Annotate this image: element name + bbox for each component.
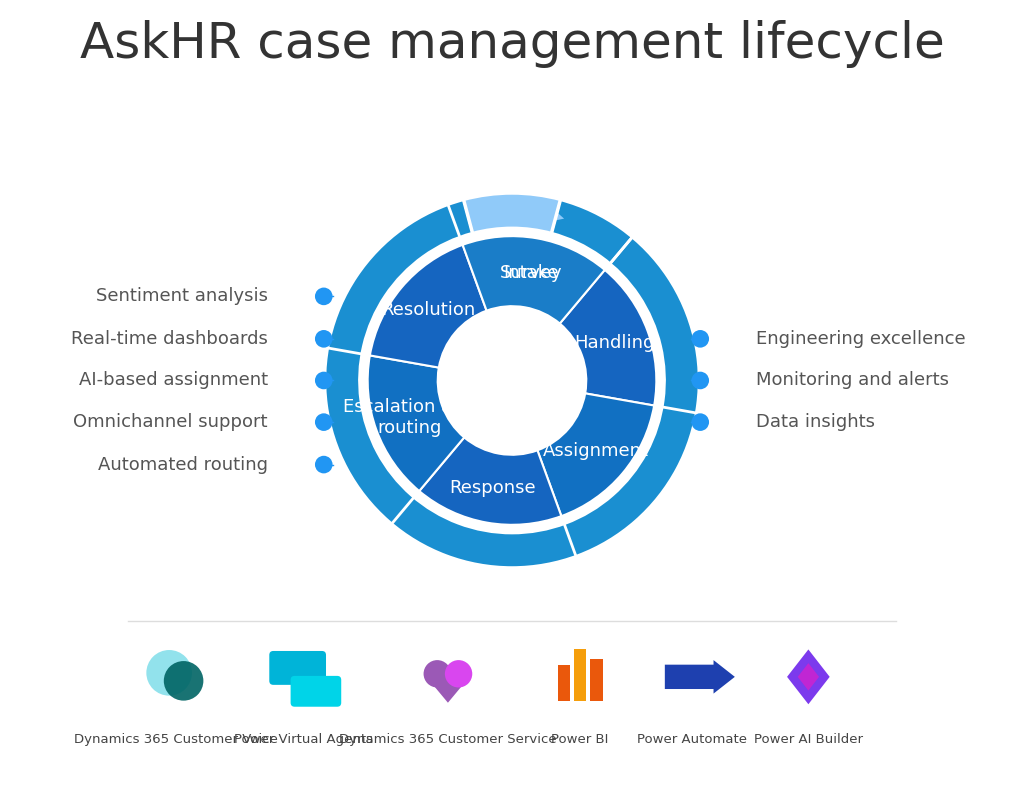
Wedge shape [463,236,605,324]
Polygon shape [798,663,819,690]
Bar [558,665,570,701]
Polygon shape [787,650,829,704]
FancyBboxPatch shape [291,676,341,706]
Bar [590,659,602,701]
Text: Data insights: Data insights [757,413,876,431]
Circle shape [146,650,193,695]
Text: Intake: Intake [503,264,559,282]
Text: Escalation and
routing: Escalation and routing [343,398,475,437]
Circle shape [164,661,204,701]
Wedge shape [368,356,464,491]
Text: Engineering excellence: Engineering excellence [757,330,966,348]
Circle shape [691,372,709,389]
Text: Power Automate: Power Automate [637,733,748,746]
Text: Power Virtual Agents: Power Virtual Agents [234,733,373,746]
FancyArrow shape [665,660,735,694]
Circle shape [315,330,333,348]
Text: Real-time dashboards: Real-time dashboards [71,330,267,348]
Text: AskHR case management lifecycle: AskHR case management lifecycle [80,20,944,68]
FancyBboxPatch shape [269,651,326,685]
Text: Power BI: Power BI [551,733,609,746]
Text: Sentiment analysis: Sentiment analysis [95,288,267,305]
Text: Handling: Handling [574,334,655,352]
Wedge shape [370,245,486,368]
Wedge shape [464,194,560,233]
Text: Dynamics 365 Customer Voice: Dynamics 365 Customer Voice [74,733,278,746]
Text: Survey: Survey [500,264,562,282]
Text: Omnichannel support: Omnichannel support [73,413,267,431]
Wedge shape [560,270,656,405]
Text: Power AI Builder: Power AI Builder [754,733,863,746]
Text: Resolution: Resolution [381,301,475,320]
Circle shape [444,660,472,687]
Text: Monitoring and alerts: Monitoring and alerts [757,372,949,389]
Circle shape [424,660,451,687]
Text: AI-based assignment: AI-based assignment [79,372,267,389]
Text: Automated routing: Automated routing [97,456,267,473]
Circle shape [315,413,333,431]
Circle shape [315,456,333,473]
Polygon shape [425,675,471,702]
Wedge shape [419,437,561,525]
Wedge shape [326,200,698,567]
Circle shape [691,330,709,348]
Circle shape [691,413,709,431]
Wedge shape [359,227,665,533]
Text: Response: Response [450,479,537,497]
Circle shape [440,308,584,453]
Bar [573,649,587,701]
Text: Dynamics 365 Customer Service: Dynamics 365 Customer Service [339,733,557,746]
Circle shape [315,288,333,305]
Wedge shape [463,236,605,324]
Circle shape [315,372,333,389]
Text: Assignment: Assignment [543,441,649,460]
Wedge shape [538,393,654,516]
